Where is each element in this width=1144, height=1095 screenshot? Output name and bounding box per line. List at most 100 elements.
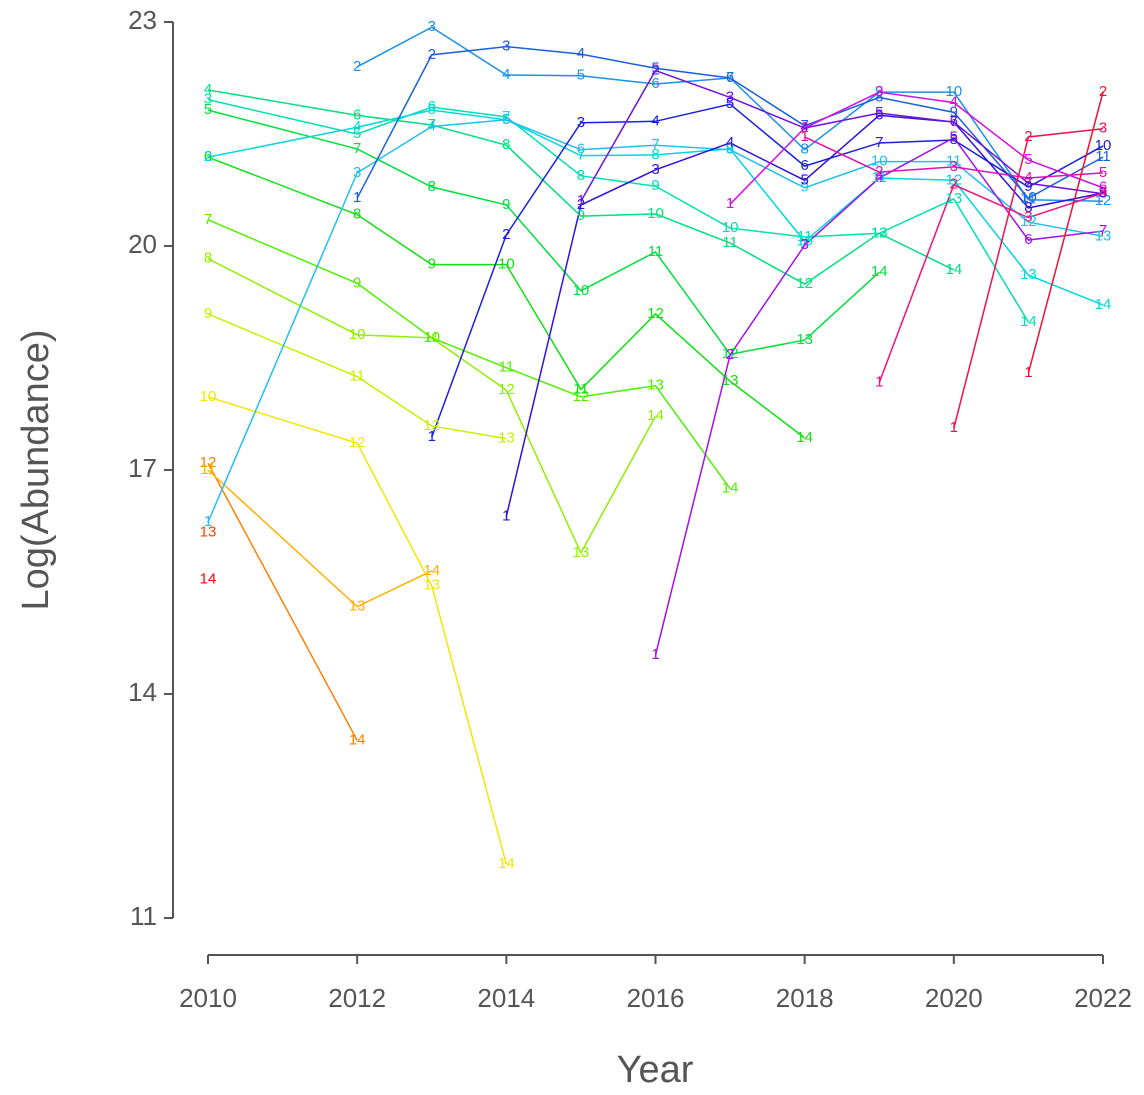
age-label: 8: [577, 167, 585, 184]
age-label: 8: [651, 146, 659, 163]
age-label: 12: [1095, 192, 1112, 209]
age-label: 9: [800, 179, 808, 196]
cohort-line: [1027, 91, 1104, 374]
age-label: 11: [1095, 148, 1111, 165]
age-label: 2: [800, 119, 808, 136]
age-label: 13: [945, 190, 962, 207]
age-label: 9: [502, 196, 510, 213]
age-label: 12: [871, 224, 888, 241]
age-label: 4: [502, 66, 510, 83]
age-label: 7: [428, 116, 436, 133]
age-label: 7: [502, 108, 510, 125]
y-tick-label: 17: [128, 453, 157, 483]
cohort-line: [580, 69, 1104, 202]
age-label: 7: [800, 117, 808, 134]
age-label: 11: [722, 234, 738, 251]
x-tick-label: 2016: [627, 983, 685, 1013]
age-label: 13: [573, 544, 590, 561]
age-label: 12: [573, 388, 590, 405]
age-label: 11: [797, 228, 813, 245]
age-label: 11: [573, 380, 589, 397]
age-label: 4: [428, 118, 436, 135]
y-tick-label: 14: [128, 677, 157, 707]
cohort-line: [505, 114, 1104, 517]
age-label: 12: [1020, 213, 1037, 230]
age-label: 11: [1021, 191, 1037, 208]
age-label: 12: [349, 434, 366, 451]
age-label: 10: [498, 256, 515, 273]
age-label: 1: [1024, 364, 1032, 381]
age-label: 7: [353, 140, 361, 157]
age-label: 11: [648, 243, 664, 260]
age-label: 14: [200, 571, 217, 588]
age-label: 10: [796, 232, 813, 249]
age-label: 4: [950, 94, 958, 111]
cohort-line: [953, 128, 1104, 429]
age-label: 3: [577, 114, 585, 131]
age-label: 11: [499, 359, 515, 376]
age-label: 5: [726, 95, 734, 112]
age-label: 11: [871, 169, 887, 186]
age-label: 3: [353, 164, 361, 181]
age-label: 1: [651, 646, 659, 663]
age-label: 8: [1099, 185, 1107, 202]
age-label: 3: [800, 236, 808, 253]
age-label: 12: [945, 171, 962, 188]
age-label: 12: [200, 454, 217, 471]
age-label: 13: [349, 598, 366, 615]
age-label: 14: [796, 429, 813, 446]
age-label: 5: [502, 111, 510, 128]
age-label: 13: [200, 524, 217, 541]
age-label: 6: [726, 69, 734, 86]
age-label: 14: [722, 480, 739, 497]
age-label: 6: [502, 111, 510, 128]
age-label: 9: [204, 305, 212, 322]
age-label: 2: [950, 176, 958, 193]
age-label: 14: [1020, 313, 1037, 330]
age-label: 8: [800, 141, 808, 158]
age-label: 6: [353, 106, 361, 123]
age-label: 1: [577, 192, 585, 209]
age-label: 3: [204, 91, 212, 108]
y-tick-label: 11: [130, 901, 157, 931]
age-label: 6: [950, 113, 958, 130]
age-label: 2: [1024, 128, 1032, 145]
age-label: 6: [204, 148, 212, 165]
x-tick-label: 2020: [925, 983, 983, 1013]
age-label: 8: [950, 131, 958, 148]
age-label: 9: [577, 207, 585, 224]
age-label: 8: [875, 88, 883, 105]
age-label: 8: [428, 178, 436, 195]
age-label: 1: [502, 507, 510, 524]
age-label: 13: [1095, 227, 1112, 244]
age-label: 5: [800, 171, 808, 188]
age-label: 14: [349, 731, 366, 748]
age-label: 2: [204, 148, 212, 165]
age-label: 13: [1020, 266, 1037, 283]
age-label: 10: [871, 153, 888, 170]
age-label: 5: [353, 125, 361, 142]
age-label: 14: [945, 261, 962, 278]
age-label: 13: [647, 377, 664, 394]
age-label: 1: [726, 195, 734, 212]
age-label: 10: [647, 205, 664, 222]
age-label: 8: [353, 206, 361, 223]
age-label: 6: [1099, 179, 1107, 196]
age-label: 7: [1099, 222, 1107, 239]
age-label: 13: [722, 372, 739, 389]
age-label: 10: [349, 326, 366, 343]
age-label: 4: [1099, 184, 1107, 201]
age-label: 5: [1099, 164, 1107, 181]
age-label: 10: [423, 329, 440, 346]
age-label: 2: [353, 58, 361, 75]
cohort-line: [207, 462, 358, 741]
cohort-line: [207, 219, 731, 490]
cohort-line: [654, 136, 1104, 656]
age-label: 14: [647, 407, 664, 424]
age-label: 9: [428, 256, 436, 273]
age-label: 10: [1095, 137, 1112, 154]
age-label: 14: [1095, 296, 1112, 313]
age-label: 5: [204, 101, 212, 118]
x-tick-label: 2022: [1074, 983, 1132, 1013]
cohort-line: [729, 91, 1104, 205]
